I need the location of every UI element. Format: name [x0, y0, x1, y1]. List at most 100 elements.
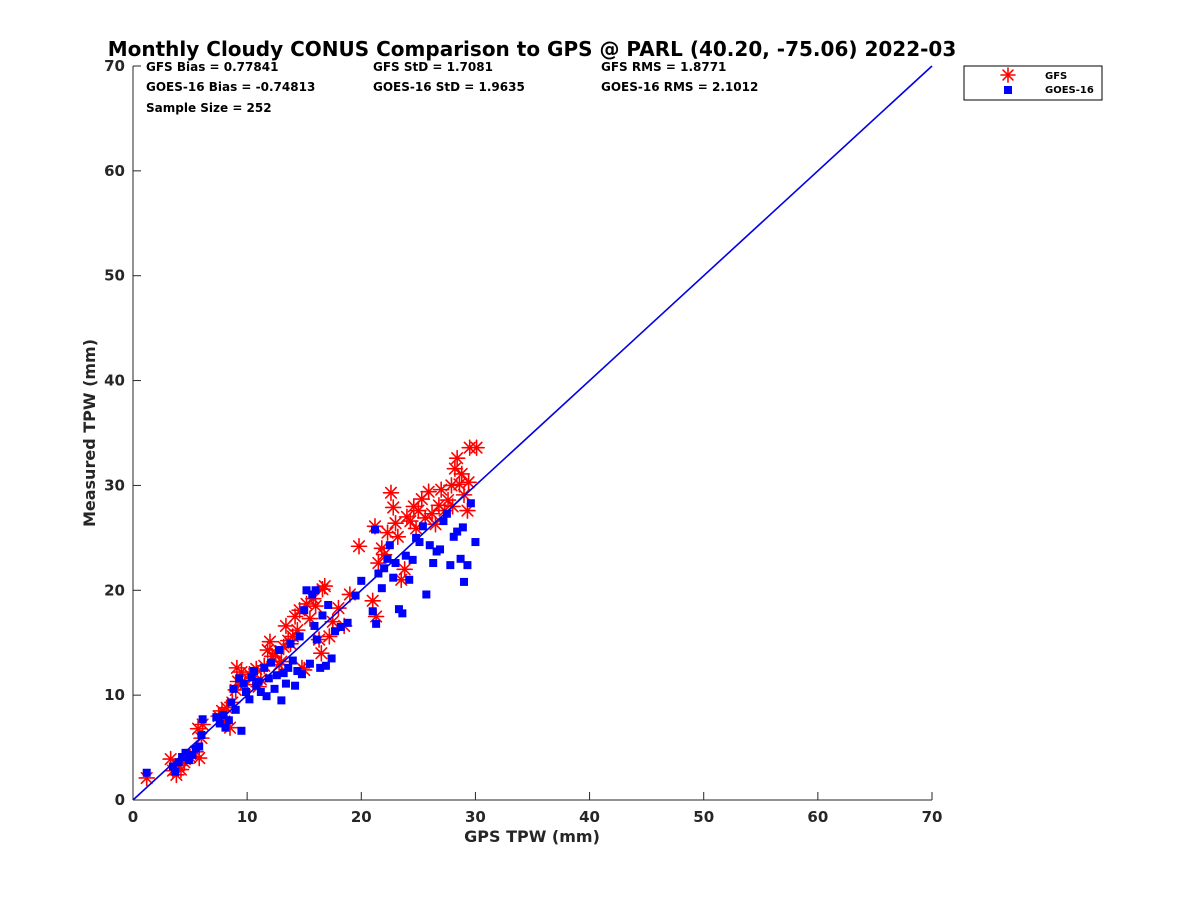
gfs-point — [439, 491, 457, 509]
gfs-point — [468, 439, 485, 456]
goes16-point — [429, 559, 438, 568]
goes16-point — [264, 674, 273, 683]
goes16-point — [267, 658, 276, 667]
gfs-point — [313, 644, 330, 662]
gfs-point — [382, 484, 400, 502]
stat-sample-size: Sample Size = 252 — [146, 101, 272, 115]
x-tick-label: 50 — [693, 808, 714, 826]
goes16-point — [142, 768, 151, 777]
goes16-point — [171, 767, 180, 776]
stat-gfs-rms: GFS RMS = 1.8771 — [601, 60, 726, 74]
goes16-point — [305, 659, 314, 668]
goes16-point — [463, 561, 472, 570]
goes16-point — [336, 622, 345, 631]
goes16-point — [405, 575, 414, 584]
gfs-point — [448, 449, 466, 467]
goes16-point — [254, 677, 263, 686]
goes16-point — [442, 509, 451, 518]
reference-line — [132, 65, 933, 801]
goes16-point — [235, 674, 244, 683]
goes16-point — [343, 618, 352, 627]
y-tick-label: 50 — [104, 267, 125, 285]
goes16-point — [221, 723, 230, 732]
goes16-point — [300, 606, 309, 615]
legend-gfs-asterisk — [1000, 67, 1016, 83]
goes16-point — [262, 692, 271, 701]
x-tick-label: 30 — [465, 808, 486, 826]
goes16-point — [460, 577, 469, 586]
goes16-point — [178, 753, 187, 762]
goes16-point — [256, 687, 265, 696]
gfs-point — [453, 465, 471, 483]
goes16-point — [458, 523, 467, 532]
goes16-point — [316, 663, 325, 672]
gfs-point — [387, 514, 404, 532]
gfs-point — [261, 633, 279, 650]
goes16-point — [327, 654, 336, 663]
gfs-point — [460, 473, 477, 491]
goes16-point — [239, 679, 248, 688]
goes16-point — [466, 499, 475, 508]
goes16-point — [391, 559, 400, 568]
goes16-point — [418, 522, 427, 531]
goes16-point — [260, 663, 269, 672]
goes16-point — [312, 635, 321, 644]
goes16-point — [237, 726, 246, 735]
goes16-point — [195, 742, 204, 751]
goes16-point — [368, 607, 377, 616]
goes16-point — [324, 600, 333, 609]
gfs-point — [443, 477, 460, 494]
gfs-point — [330, 599, 347, 617]
goes16-point — [398, 609, 407, 618]
goes16-point — [215, 719, 224, 728]
x-tick-label: 20 — [351, 808, 372, 826]
legend: GFS GOES-16 — [963, 65, 1103, 101]
goes16-point — [389, 573, 398, 582]
chart-title: Monthly Cloudy CONUS Comparison to GPS @… — [108, 37, 957, 61]
legend-goes16-label: GOES-16 — [1045, 85, 1094, 96]
goes16-point — [245, 695, 254, 704]
x-axis-label: GPS TPW (mm) — [464, 827, 600, 846]
goes16-point — [439, 517, 448, 526]
goes16-point — [219, 711, 228, 720]
goes16-point — [449, 532, 458, 541]
goes16-point — [377, 584, 386, 593]
x-tick-label: 60 — [807, 808, 828, 826]
gfs-point — [420, 483, 437, 501]
y-tick-label: 70 — [104, 57, 125, 75]
goes16-point — [453, 527, 462, 536]
goes16-point — [415, 538, 424, 547]
goes16-point — [370, 525, 379, 534]
goes16-point — [227, 698, 236, 707]
goes16-point — [229, 684, 238, 693]
goes16-point — [310, 621, 319, 630]
goes16-point — [321, 661, 330, 670]
gfs-point — [364, 592, 382, 610]
goes16-point — [188, 750, 197, 759]
goes16-point — [249, 667, 258, 676]
goes16-point — [401, 551, 410, 560]
legend-gfs-marker — [1000, 67, 1016, 83]
y-tick-label: 20 — [104, 581, 125, 599]
goes16-point — [247, 673, 256, 682]
goes16-point — [275, 646, 284, 655]
goes16-point — [270, 684, 279, 693]
goes16-point — [286, 639, 295, 648]
goes16-point — [168, 762, 177, 771]
goes16-point — [412, 533, 421, 542]
gfs-point — [307, 597, 324, 615]
goes16-point — [288, 656, 297, 665]
goes16-point — [174, 758, 183, 767]
goes16-point — [408, 555, 417, 564]
goes16-point — [293, 667, 302, 676]
goes16-point — [297, 670, 306, 679]
y-tick-label: 60 — [104, 162, 125, 180]
goes16-point — [422, 590, 431, 599]
goes16-point — [372, 619, 381, 628]
gfs-point — [389, 528, 407, 546]
goes16-point — [281, 679, 290, 688]
goes16-point — [184, 756, 193, 765]
y-axis-label: Measured TPW (mm) — [80, 339, 99, 527]
gfs-point — [350, 537, 368, 555]
